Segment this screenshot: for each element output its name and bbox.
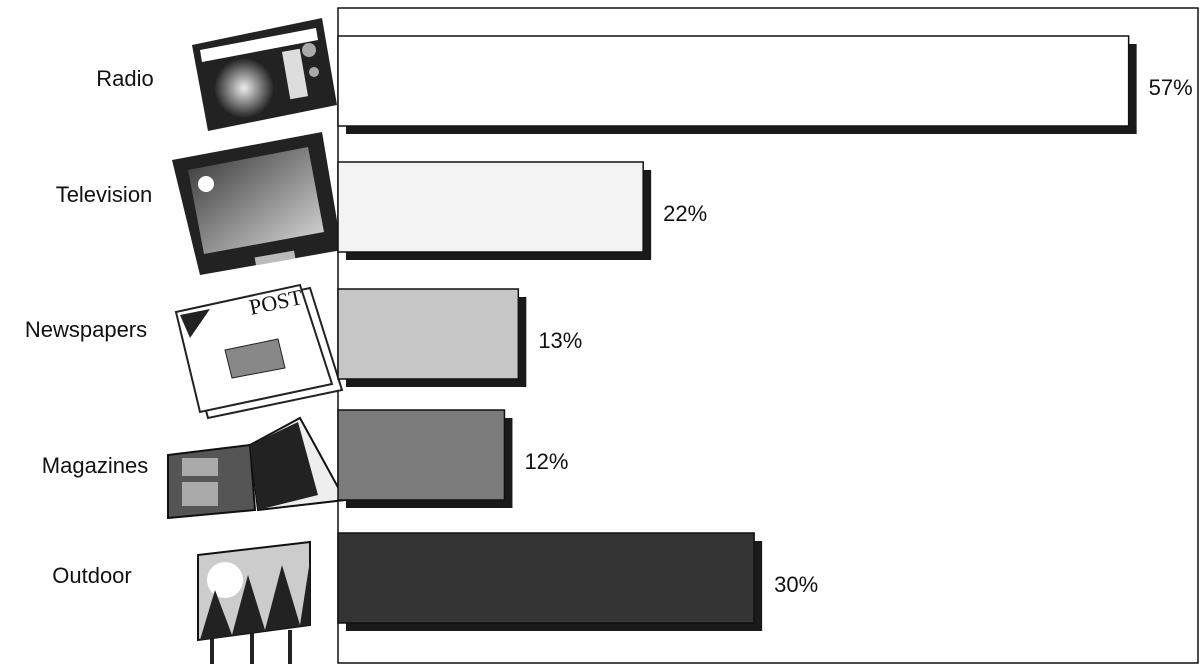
magazine-icon [167,416,347,520]
tv-icon [172,132,342,275]
value-label: 57% [1149,75,1193,100]
value-label: 22% [663,201,707,226]
category-label: Magazines [42,453,148,478]
billboard-icon [197,540,311,664]
value-label: 12% [524,449,568,474]
category-label: Television [56,182,153,207]
value-label: 30% [774,572,818,597]
bar [337,161,644,253]
bar [337,35,1130,127]
bar [337,288,520,380]
newspaper-icon: POST [174,283,344,420]
category-label: Radio [96,66,153,91]
bar [337,532,755,624]
radio-icon [192,18,337,131]
bar [337,409,506,501]
category-label: Newspapers [25,317,147,342]
value-label: 13% [538,328,582,353]
category-label: Outdoor [52,563,132,588]
